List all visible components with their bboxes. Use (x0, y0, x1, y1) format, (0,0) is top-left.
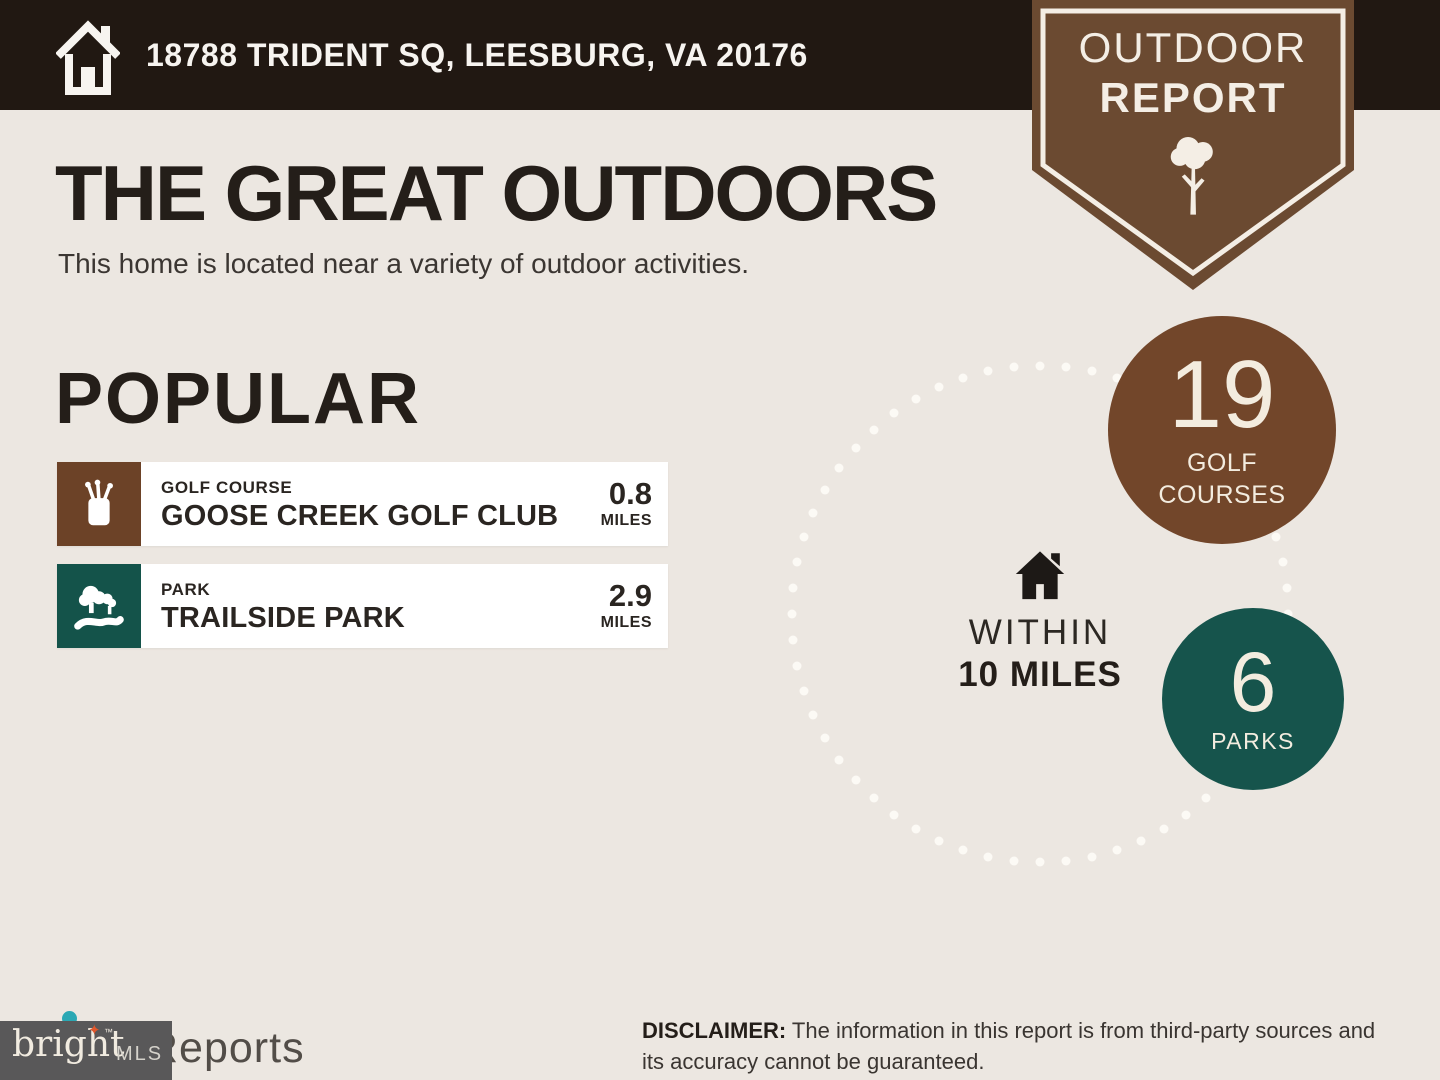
stat-circle-parks: 6 PARKS (1162, 608, 1344, 790)
within-distance: 10 MILES (958, 655, 1122, 694)
bright-mls-logo: bright ✦ ™ MLS (0, 1021, 172, 1080)
partial-logo-text: Reports (147, 1024, 305, 1072)
outdoor-report-badge: OUTDOOR REPORT (1032, 0, 1354, 292)
stat-label: PARKS (1211, 728, 1295, 755)
item-distance-unit: MILES (600, 614, 652, 631)
stat-value: 19 (1168, 341, 1276, 449)
home-outline-icon (55, 15, 121, 95)
page-title: THE GREAT OUTDOORS (55, 149, 938, 237)
stat-label: GOLF COURSES (1158, 449, 1286, 509)
badge-title-line1: OUTDOOR (1078, 24, 1308, 71)
mls-label: MLS (116, 1043, 164, 1065)
popular-list: GOLF COURSE GOOSE CREEK GOLF CLUB 0.8 MI… (57, 462, 668, 648)
bright-wordmark: bright (12, 1024, 125, 1065)
item-name: GOOSE CREEK GOLF CLUB (161, 499, 559, 532)
list-item-park: PARK TRAILSIDE PARK 2.9 MILES (57, 564, 668, 648)
golf-bag-icon (57, 462, 141, 546)
item-distance-value: 2.9 (608, 578, 652, 613)
item-category: GOLF COURSE (161, 477, 293, 497)
home-solid-icon (1011, 551, 1069, 606)
within-label: WITHIN (968, 613, 1112, 652)
item-distance-unit: MILES (600, 512, 652, 529)
stat-circle-golf-courses: 19 GOLF COURSES (1108, 316, 1336, 544)
star-icon: ✦ (88, 1021, 101, 1039)
park-trees-icon (57, 564, 141, 648)
list-item-golf-course: GOLF COURSE GOOSE CREEK GOLF CLUB 0.8 MI… (57, 462, 668, 546)
item-distance-value: 0.8 (608, 476, 652, 511)
badge-title-line2: REPORT (1099, 74, 1287, 121)
tree-icon (1032, 132, 1354, 223)
item-name: TRAILSIDE PARK (161, 601, 405, 634)
disclaimer-label: DISCLAIMER: (642, 1018, 787, 1043)
property-address: 18788 TRIDENT SQ, LEESBURG, VA 20176 (146, 36, 808, 73)
disclaimer-text: The information in this report is from t… (642, 1018, 1376, 1074)
item-category: PARK (161, 579, 211, 599)
stat-value: 6 (1229, 634, 1277, 729)
popular-heading: POPULAR (55, 359, 422, 439)
page-subtitle: This home is located near a variety of o… (58, 248, 750, 279)
trademark-symbol: ™ (104, 1027, 113, 1037)
radius-center-label: WITHIN 10 MILES (940, 548, 1140, 695)
disclaimer: DISCLAIMER: The information in this repo… (642, 1016, 1394, 1078)
